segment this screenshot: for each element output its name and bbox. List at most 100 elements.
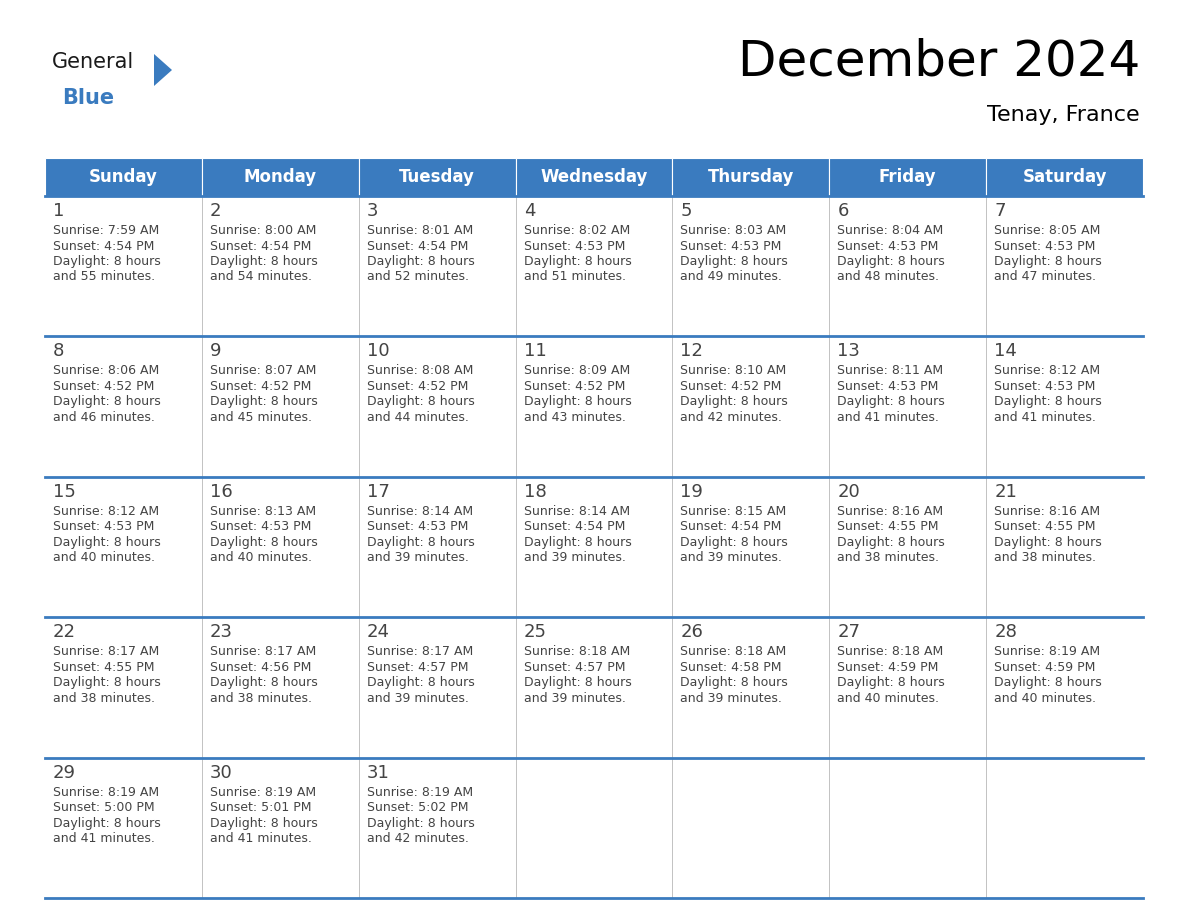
Bar — [202, 476, 359, 617]
Text: Sunrise: 8:02 AM: Sunrise: 8:02 AM — [524, 224, 630, 237]
Text: and 55 minutes.: and 55 minutes. — [53, 271, 156, 284]
Text: Sunrise: 8:00 AM: Sunrise: 8:00 AM — [210, 224, 316, 237]
Text: Sunrise: 8:12 AM: Sunrise: 8:12 AM — [53, 505, 159, 518]
Bar — [516, 196, 672, 336]
Text: Sunrise: 8:12 AM: Sunrise: 8:12 AM — [994, 364, 1100, 377]
Text: 14: 14 — [994, 342, 1017, 361]
Text: 28: 28 — [994, 623, 1017, 641]
Text: 18: 18 — [524, 483, 546, 501]
Text: 1: 1 — [53, 202, 64, 220]
Text: Sunrise: 8:18 AM: Sunrise: 8:18 AM — [524, 645, 630, 658]
Text: 20: 20 — [838, 483, 860, 501]
Text: 24: 24 — [367, 623, 390, 641]
Text: Daylight: 8 hours: Daylight: 8 hours — [681, 255, 788, 268]
Text: 16: 16 — [210, 483, 233, 501]
Text: Sunset: 4:53 PM: Sunset: 4:53 PM — [524, 240, 625, 252]
Text: Daylight: 8 hours: Daylight: 8 hours — [53, 396, 160, 409]
Text: Sunrise: 8:01 AM: Sunrise: 8:01 AM — [367, 224, 473, 237]
Text: Sunset: 5:01 PM: Sunset: 5:01 PM — [210, 801, 311, 814]
Text: Daylight: 8 hours: Daylight: 8 hours — [53, 255, 160, 268]
Text: 22: 22 — [53, 623, 76, 641]
Text: Sunset: 4:54 PM: Sunset: 4:54 PM — [524, 521, 625, 533]
Bar — [359, 476, 516, 617]
Text: Sunset: 4:52 PM: Sunset: 4:52 PM — [53, 380, 154, 393]
Bar — [672, 336, 829, 476]
Text: Sunset: 4:52 PM: Sunset: 4:52 PM — [210, 380, 311, 393]
Text: Sunset: 4:53 PM: Sunset: 4:53 PM — [994, 380, 1095, 393]
Text: 13: 13 — [838, 342, 860, 361]
Text: Sunset: 4:58 PM: Sunset: 4:58 PM — [681, 661, 782, 674]
Text: and 48 minutes.: and 48 minutes. — [838, 271, 940, 284]
Bar — [202, 617, 359, 757]
Bar — [359, 757, 516, 898]
Text: and 41 minutes.: and 41 minutes. — [210, 832, 311, 845]
Text: Sunset: 4:54 PM: Sunset: 4:54 PM — [53, 240, 154, 252]
Text: and 52 minutes.: and 52 minutes. — [367, 271, 469, 284]
Text: Daylight: 8 hours: Daylight: 8 hours — [367, 396, 474, 409]
Text: 4: 4 — [524, 202, 535, 220]
Text: Sunrise: 8:06 AM: Sunrise: 8:06 AM — [53, 364, 159, 377]
Text: General: General — [52, 52, 134, 72]
Text: Sunrise: 8:03 AM: Sunrise: 8:03 AM — [681, 224, 786, 237]
Text: and 42 minutes.: and 42 minutes. — [367, 832, 468, 845]
Text: and 40 minutes.: and 40 minutes. — [838, 691, 940, 705]
Bar — [45, 336, 202, 476]
Text: and 38 minutes.: and 38 minutes. — [994, 552, 1097, 565]
Text: Daylight: 8 hours: Daylight: 8 hours — [210, 677, 317, 689]
Bar — [202, 196, 359, 336]
Text: Sunset: 4:54 PM: Sunset: 4:54 PM — [210, 240, 311, 252]
Bar — [45, 617, 202, 757]
Text: Sunset: 4:56 PM: Sunset: 4:56 PM — [210, 661, 311, 674]
Text: Daylight: 8 hours: Daylight: 8 hours — [367, 677, 474, 689]
Bar — [359, 158, 516, 196]
Text: Sunrise: 8:19 AM: Sunrise: 8:19 AM — [53, 786, 159, 799]
Bar — [829, 336, 986, 476]
Text: 2: 2 — [210, 202, 221, 220]
Text: Daylight: 8 hours: Daylight: 8 hours — [53, 677, 160, 689]
Text: Daylight: 8 hours: Daylight: 8 hours — [367, 817, 474, 830]
Text: Monday: Monday — [244, 168, 317, 186]
Text: Daylight: 8 hours: Daylight: 8 hours — [838, 396, 944, 409]
Bar — [986, 617, 1143, 757]
Text: Daylight: 8 hours: Daylight: 8 hours — [210, 396, 317, 409]
Text: Sunday: Sunday — [89, 168, 158, 186]
Bar — [829, 196, 986, 336]
Text: 7: 7 — [994, 202, 1006, 220]
Text: 25: 25 — [524, 623, 546, 641]
Text: Wednesday: Wednesday — [541, 168, 647, 186]
Text: 31: 31 — [367, 764, 390, 781]
Text: and 41 minutes.: and 41 minutes. — [53, 832, 154, 845]
Text: Tenay, France: Tenay, France — [987, 105, 1140, 125]
Text: Sunset: 4:53 PM: Sunset: 4:53 PM — [367, 521, 468, 533]
Text: Daylight: 8 hours: Daylight: 8 hours — [53, 536, 160, 549]
Text: and 39 minutes.: and 39 minutes. — [524, 552, 625, 565]
Text: Sunset: 4:55 PM: Sunset: 4:55 PM — [53, 661, 154, 674]
Text: 23: 23 — [210, 623, 233, 641]
Text: Daylight: 8 hours: Daylight: 8 hours — [210, 817, 317, 830]
Text: 15: 15 — [53, 483, 76, 501]
Text: Daylight: 8 hours: Daylight: 8 hours — [838, 536, 944, 549]
Text: Sunrise: 7:59 AM: Sunrise: 7:59 AM — [53, 224, 159, 237]
Text: Daylight: 8 hours: Daylight: 8 hours — [53, 817, 160, 830]
Text: Thursday: Thursday — [708, 168, 794, 186]
Text: and 49 minutes.: and 49 minutes. — [681, 271, 783, 284]
Bar — [516, 336, 672, 476]
Text: Daylight: 8 hours: Daylight: 8 hours — [367, 536, 474, 549]
Bar — [359, 196, 516, 336]
Text: Sunrise: 8:18 AM: Sunrise: 8:18 AM — [838, 645, 943, 658]
Text: Daylight: 8 hours: Daylight: 8 hours — [994, 677, 1102, 689]
Bar — [829, 617, 986, 757]
Text: Saturday: Saturday — [1023, 168, 1107, 186]
Text: Daylight: 8 hours: Daylight: 8 hours — [994, 396, 1102, 409]
Text: Sunset: 4:52 PM: Sunset: 4:52 PM — [681, 380, 782, 393]
Text: Sunset: 4:52 PM: Sunset: 4:52 PM — [524, 380, 625, 393]
Text: 11: 11 — [524, 342, 546, 361]
Text: Sunset: 4:54 PM: Sunset: 4:54 PM — [681, 521, 782, 533]
Text: Sunrise: 8:19 AM: Sunrise: 8:19 AM — [367, 786, 473, 799]
Text: Sunrise: 8:07 AM: Sunrise: 8:07 AM — [210, 364, 316, 377]
Bar — [516, 158, 672, 196]
Text: 21: 21 — [994, 483, 1017, 501]
Text: Daylight: 8 hours: Daylight: 8 hours — [524, 536, 631, 549]
Bar — [986, 476, 1143, 617]
Text: and 46 minutes.: and 46 minutes. — [53, 411, 154, 424]
